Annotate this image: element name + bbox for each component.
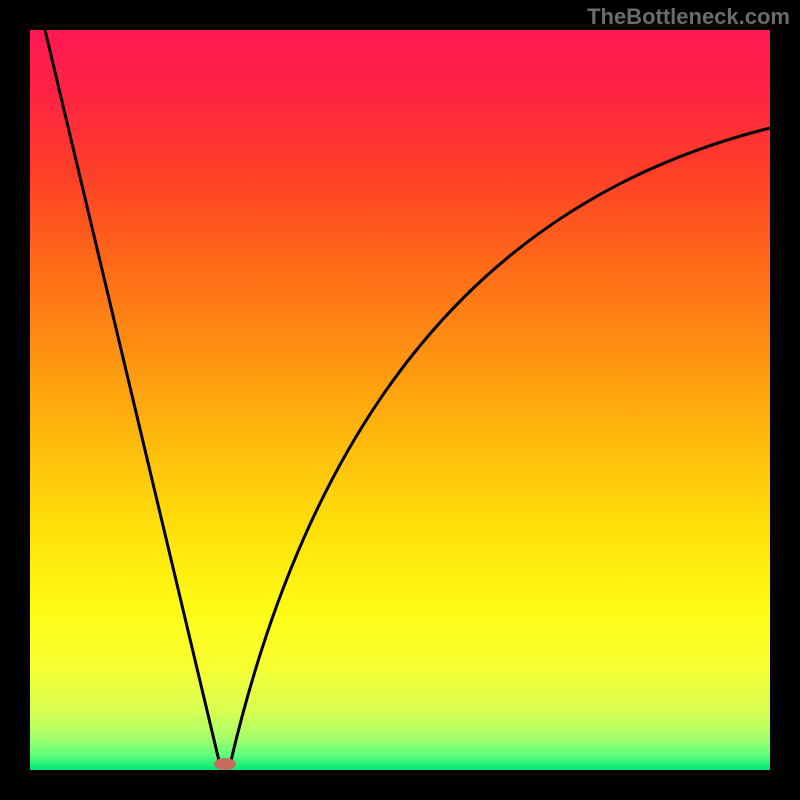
watermark-text: TheBottleneck.com xyxy=(587,4,790,30)
bottleneck-chart xyxy=(0,0,800,800)
plot-area xyxy=(30,30,770,770)
chart-container: TheBottleneck.com xyxy=(0,0,800,800)
minimum-marker xyxy=(214,758,236,770)
